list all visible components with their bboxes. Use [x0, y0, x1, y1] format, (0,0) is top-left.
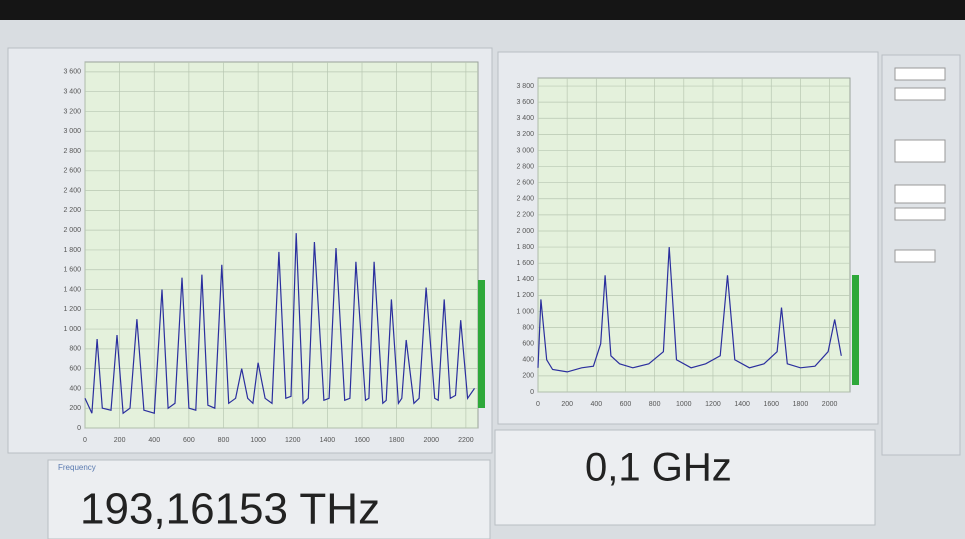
x-tick-label: 0: [536, 401, 540, 408]
x-tick-label: 1400: [734, 401, 750, 408]
x-tick-label: 400: [148, 437, 160, 444]
frequency-value: 193,16153 THz: [80, 485, 380, 534]
y-tick-label: 3 000: [63, 128, 81, 135]
x-tick-label: 1800: [793, 401, 809, 408]
y-tick-label: 2 400: [63, 187, 81, 194]
x-tick-label: 1200: [705, 401, 721, 408]
y-tick-label: 2 000: [516, 228, 534, 235]
spin-box[interactable]: [894, 67, 946, 81]
y-tick-label: 1 200: [63, 306, 81, 313]
y-tick-label: 1 400: [516, 276, 534, 283]
y-tick-label: 800: [69, 346, 81, 353]
y-tick-label: 1 400: [63, 286, 81, 293]
y-tick-label: 0: [530, 389, 534, 396]
data-line: [84, 233, 475, 415]
y-tick-label: 1 200: [516, 292, 534, 299]
x-tick-label: 1200: [285, 437, 301, 444]
y-tick-label: 2 200: [63, 207, 81, 214]
x-tick-label: 2200: [458, 437, 474, 444]
y-tick-label: 2 200: [516, 212, 534, 219]
x-tick-label: 200: [114, 437, 126, 444]
x-tick-label: 1600: [763, 401, 779, 408]
level-indicator: [478, 280, 485, 408]
y-tick-label: 800: [522, 324, 534, 331]
y-tick-label: 1 000: [63, 326, 81, 333]
y-tick-label: 600: [522, 341, 534, 348]
x-tick-label: 200: [561, 401, 573, 408]
y-tick-label: 3 000: [516, 147, 534, 154]
x-tick-label: 0: [83, 437, 87, 444]
y-tick-label: 2 600: [516, 180, 534, 187]
y-tick-label: 3 600: [63, 69, 81, 76]
y-tick-label: 200: [522, 373, 534, 380]
y-tick-label: 2 000: [63, 227, 81, 234]
level-indicator: [852, 275, 859, 385]
input-box[interactable]: [894, 139, 946, 163]
y-tick-label: 3 200: [63, 108, 81, 115]
y-tick-label: 600: [69, 365, 81, 372]
bezel: [0, 0, 965, 20]
x-tick-label: 800: [649, 401, 661, 408]
y-tick-label: 1 800: [63, 247, 81, 254]
x-tick-label: 1800: [389, 437, 405, 444]
x-tick-label: 1400: [320, 437, 336, 444]
x-tick-label: 1000: [676, 401, 692, 408]
x-tick-label: 1600: [354, 437, 370, 444]
y-tick-label: 3 800: [516, 83, 534, 90]
input-box[interactable]: [894, 184, 946, 204]
y-tick-label: 2 800: [516, 163, 534, 170]
plot-area: [537, 77, 851, 393]
y-tick-label: 2 400: [516, 196, 534, 203]
y-tick-label: 2 600: [63, 168, 81, 175]
y-tick-label: 1 600: [63, 267, 81, 274]
x-tick-label: 400: [590, 401, 602, 408]
y-tick-label: 3 400: [516, 115, 534, 122]
x-tick-label: 2000: [822, 401, 838, 408]
readout-label: Frequency: [58, 463, 96, 472]
y-tick-label: 400: [522, 357, 534, 364]
y-tick-label: 1 800: [516, 244, 534, 251]
x-tick-label: 1000: [250, 437, 266, 444]
y-tick-label: 3 400: [63, 89, 81, 96]
y-tick-label: 400: [69, 385, 81, 392]
x-tick-label: 2000: [423, 437, 439, 444]
x-tick-label: 800: [218, 437, 230, 444]
y-tick-label: 3 200: [516, 131, 534, 138]
spin-box[interactable]: [894, 249, 936, 263]
readout-linewidth: [494, 429, 876, 526]
linewidth-value: 0,1 GHz: [585, 446, 732, 490]
y-tick-label: 1 000: [516, 308, 534, 315]
dropdown[interactable]: [894, 207, 946, 221]
readout-frequency: [47, 459, 491, 539]
x-tick-label: 600: [183, 437, 195, 444]
x-tick-label: 600: [620, 401, 632, 408]
data-line: [537, 247, 842, 373]
y-tick-label: 1 600: [516, 260, 534, 267]
y-tick-label: 3 600: [516, 99, 534, 106]
plot-area: [84, 61, 479, 429]
spin-box[interactable]: [894, 87, 946, 101]
y-tick-label: 0: [77, 425, 81, 432]
y-tick-label: 200: [69, 405, 81, 412]
y-tick-label: 2 800: [63, 148, 81, 155]
